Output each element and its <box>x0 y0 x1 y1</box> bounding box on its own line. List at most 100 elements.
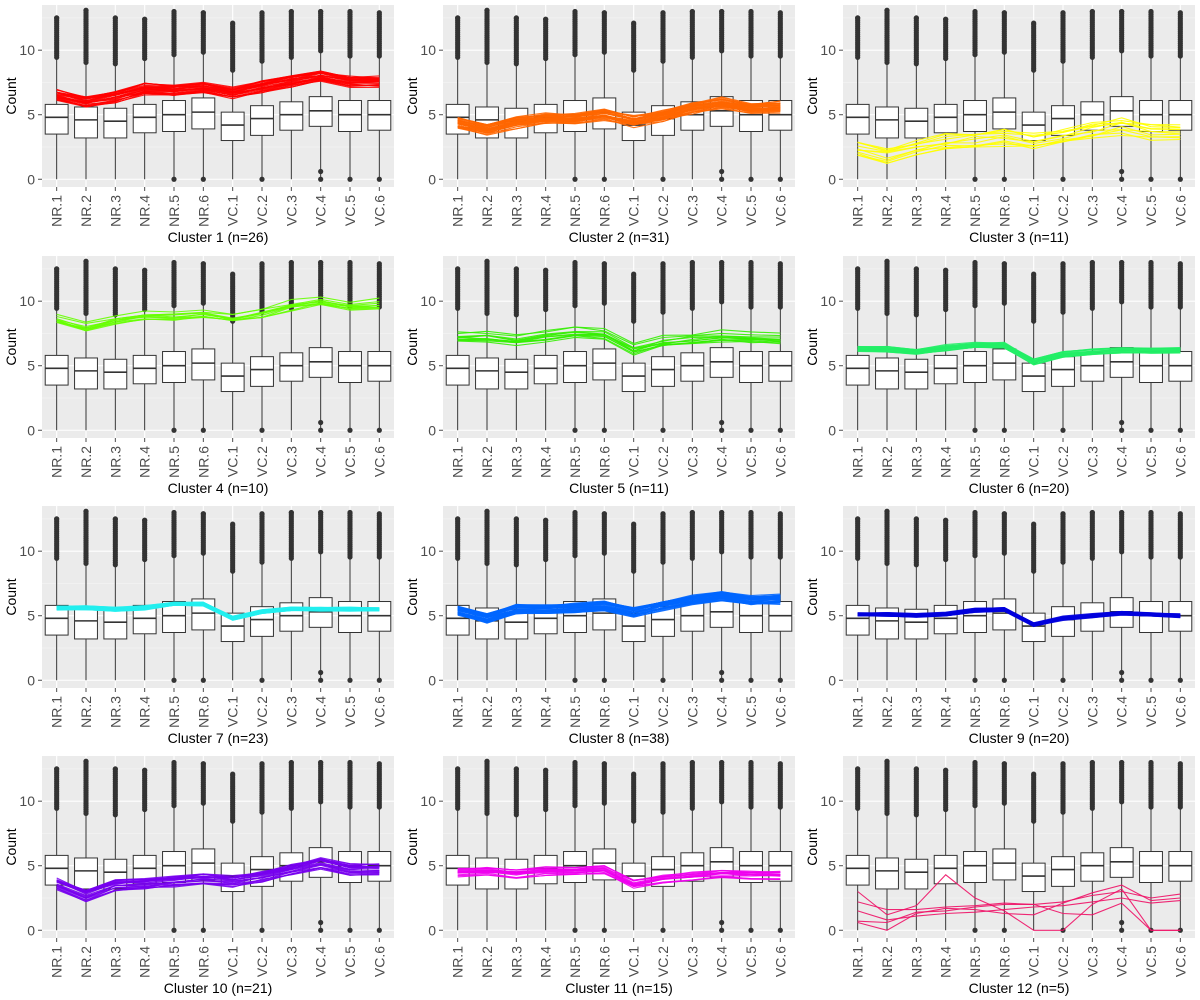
outlier-point <box>601 261 607 267</box>
x-tick-label: NR.6 <box>596 946 612 978</box>
outlier-point <box>913 766 919 772</box>
outlier-point <box>884 508 890 514</box>
cluster-profile-line <box>56 78 380 104</box>
outlier-point <box>777 176 783 182</box>
outlier-point <box>913 516 919 522</box>
outlier-point <box>631 20 637 26</box>
boxplot-box <box>904 107 929 139</box>
y-tick-label: 5 <box>828 608 836 624</box>
outlier-point <box>318 259 324 266</box>
outlier-point <box>943 517 949 523</box>
outlier-point <box>171 927 177 933</box>
x-tick-label: NR.5 <box>967 696 983 728</box>
x-tick-label: NR.6 <box>195 696 211 728</box>
x-tick-label: VC.6 <box>371 696 387 727</box>
boxplot-box <box>933 354 958 385</box>
outlier-point <box>484 258 490 264</box>
x-axis-title: Cluster 12 (n=5) <box>969 980 1070 996</box>
y-tick-label: 5 <box>828 358 836 374</box>
x-tick-label: NR.5 <box>166 446 182 478</box>
boxplot-box <box>963 100 987 132</box>
boxplot-box <box>845 854 870 886</box>
outlier-point <box>1031 521 1037 527</box>
outlier-point <box>347 176 353 182</box>
x-axis-title: Cluster 4 (n=10) <box>168 480 269 496</box>
cluster-profile-line <box>56 603 380 619</box>
x-tick-label: VC.5 <box>743 946 759 977</box>
outlier-point <box>1119 168 1125 175</box>
cluster-profile-line <box>457 98 781 127</box>
x-tick-label: VC.4 <box>313 696 329 727</box>
x-tick-label: NR.4 <box>538 946 554 978</box>
outlier-point <box>1031 271 1037 277</box>
outlier-point <box>1177 511 1183 517</box>
outlier-point <box>748 759 754 766</box>
outlier-point <box>1060 761 1066 767</box>
boxplot-box <box>191 348 216 381</box>
outlier-point <box>1089 8 1095 15</box>
boxplot-box <box>162 351 186 383</box>
outlier-point <box>1119 509 1125 516</box>
boxplot-box <box>475 357 499 390</box>
x-tick-label: VC.2 <box>655 696 671 727</box>
cluster-profile-line <box>457 108 781 134</box>
boxplot-box <box>1139 851 1163 883</box>
cluster-profile-line <box>457 326 781 346</box>
outlier-point <box>748 8 754 15</box>
outlier-point <box>171 759 177 766</box>
panel-background <box>843 256 1195 438</box>
boxplot-box <box>933 604 958 635</box>
x-tick-label: NR.1 <box>850 195 866 227</box>
outlier-point <box>1001 511 1007 517</box>
outlier-point <box>54 516 60 522</box>
outlier-point <box>83 7 89 13</box>
boxplot-box <box>162 601 186 633</box>
cluster-profile-line <box>457 334 781 353</box>
outlier-point <box>513 15 519 21</box>
outlier-point <box>719 759 725 766</box>
outlier-point <box>230 20 236 26</box>
x-tick-label: NR.1 <box>450 946 466 978</box>
outlier-point <box>318 669 324 676</box>
x-tick-label: NR.6 <box>596 195 612 227</box>
x-tick-label: NR.5 <box>967 946 983 978</box>
outlier-point <box>1001 176 1007 182</box>
x-tick-label: NR.2 <box>879 446 895 478</box>
x-tick-label: VC.4 <box>1114 696 1130 727</box>
outlier-point <box>1001 677 1007 683</box>
outlier-point <box>230 771 236 777</box>
boxplot-box <box>74 357 98 390</box>
y-tick-label: 10 <box>420 293 436 309</box>
outlier-point <box>1177 677 1183 683</box>
outlier-point <box>171 176 177 182</box>
x-tick-label: NR.3 <box>908 946 924 978</box>
outlier-point <box>1001 427 1007 433</box>
outlier-point <box>455 15 461 21</box>
outlier-point <box>1060 176 1066 182</box>
y-tick-label: 0 <box>27 672 35 688</box>
x-tick-label: VC.4 <box>313 946 329 977</box>
outlier-point <box>230 271 236 277</box>
outlier-point <box>972 759 978 766</box>
x-tick-label: NR.3 <box>107 696 123 728</box>
x-axis-title: Cluster 3 (n=11) <box>969 229 1069 245</box>
y-tick-label: 10 <box>820 543 836 559</box>
x-tick-label: VC.2 <box>1055 446 1071 477</box>
x-tick-label: NR.6 <box>195 446 211 478</box>
x-tick-label: VC.1 <box>626 946 642 977</box>
outlier-point <box>631 521 637 527</box>
outlier-point <box>1089 759 1095 766</box>
x-tick-label: VC.4 <box>313 446 329 477</box>
outlier-point <box>748 509 754 516</box>
outlier-point <box>855 15 861 21</box>
x-tick-label: VC.4 <box>714 446 730 477</box>
outlier-point <box>347 677 353 683</box>
outlier-point <box>318 759 324 766</box>
x-tick-label: VC.5 <box>1143 195 1159 226</box>
x-tick-label: VC.4 <box>714 195 730 226</box>
outlier-point <box>601 761 607 767</box>
outlier-point <box>719 8 725 15</box>
outlier-point <box>484 7 490 13</box>
cluster-profile-line <box>56 79 380 107</box>
